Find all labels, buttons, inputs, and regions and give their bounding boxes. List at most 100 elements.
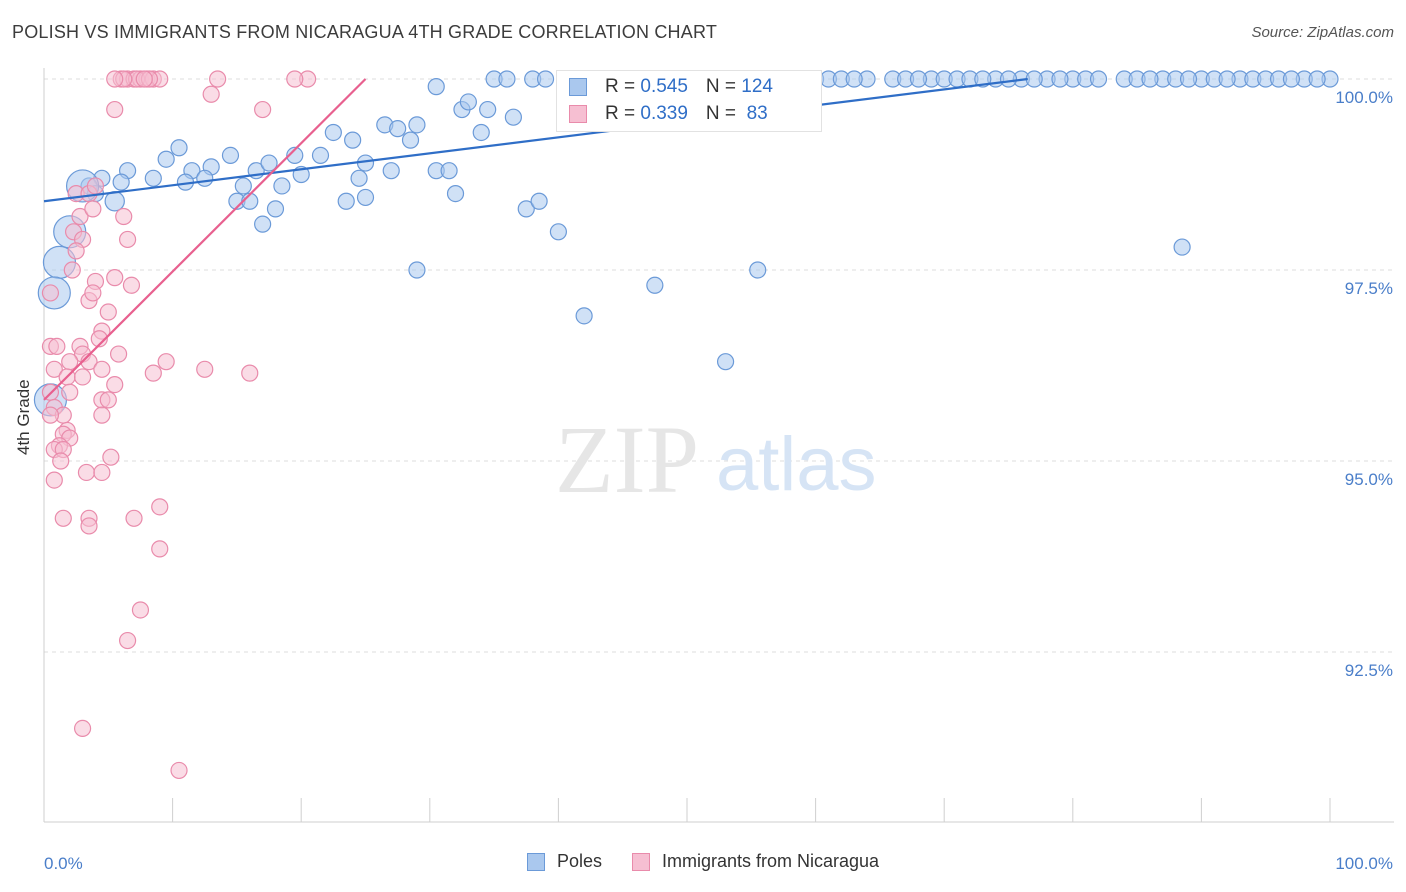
chart-title: POLISH VS IMMIGRANTS FROM NICARAGUA 4TH … xyxy=(12,22,718,42)
nicaragua-point xyxy=(106,269,124,287)
y-tick-label: 100.0% xyxy=(1335,88,1393,107)
nicaragua-point xyxy=(41,284,60,302)
watermark-zip: ZIP xyxy=(555,406,699,513)
poles-point xyxy=(549,223,568,241)
nicaragua-point xyxy=(45,471,63,489)
poles-point xyxy=(221,146,240,164)
poles-point xyxy=(1173,238,1191,256)
nicaragua-legend-swatch xyxy=(631,852,650,871)
poles-point xyxy=(446,185,465,203)
nicaragua-legend-label: Immigrants from Nicaragua xyxy=(661,851,880,871)
poles-legend-label: Poles xyxy=(556,851,602,871)
poles-point xyxy=(260,154,278,172)
nicaragua-point xyxy=(106,376,124,394)
poles-point xyxy=(575,307,593,325)
poles-point xyxy=(234,177,252,195)
nicaragua-point xyxy=(241,364,259,382)
nicaragua-point xyxy=(122,276,141,294)
nicaragua-point xyxy=(80,517,98,535)
poles-point xyxy=(845,70,863,88)
poles-point xyxy=(999,70,1018,88)
nicaragua-point xyxy=(48,337,66,355)
poles-point xyxy=(1141,70,1159,88)
legend-n-value: 124 xyxy=(741,76,773,97)
poles-point xyxy=(350,169,368,187)
nicaragua-point xyxy=(41,406,60,424)
poles-point xyxy=(389,120,407,138)
nicaragua-point xyxy=(73,368,92,386)
poles-point xyxy=(472,123,490,142)
poles-point xyxy=(324,123,342,142)
legend-n-value: 83 xyxy=(741,103,768,124)
poles-point xyxy=(1179,70,1198,88)
nicaragua-point xyxy=(86,177,105,195)
tick-labels: 100.0% 97.5% 95.0% 92.5% 0.0% 100.0% xyxy=(44,88,1393,873)
poles-point xyxy=(273,177,291,195)
nicaragua-point xyxy=(202,85,220,103)
nicaragua-point xyxy=(93,463,111,482)
nicaragua-point xyxy=(118,631,137,650)
poles-point xyxy=(459,93,477,111)
nicaragua-point xyxy=(125,509,143,527)
source-credit: Source: ZipAtlas.com xyxy=(1251,24,1394,41)
nicaragua-point xyxy=(54,509,72,527)
poles-point xyxy=(1051,70,1069,88)
nicaragua-point xyxy=(170,761,188,780)
poles-point xyxy=(427,78,445,96)
nicaragua-point xyxy=(115,207,133,226)
legend-item-poles: Poles xyxy=(526,851,602,872)
poles-point xyxy=(530,192,548,210)
poles-point xyxy=(517,200,535,218)
poles-point xyxy=(479,100,497,119)
poles-point xyxy=(311,146,330,164)
poles-point xyxy=(104,191,125,212)
poles-point xyxy=(909,70,928,88)
poles-swatch xyxy=(569,78,587,96)
poles-point xyxy=(196,169,214,187)
legend-item-nicaragua: Immigrants from Nicaragua xyxy=(631,851,880,872)
nicaragua-point xyxy=(67,242,85,260)
poles-point xyxy=(144,169,162,187)
nicaragua-point xyxy=(131,601,150,619)
nicaragua-point xyxy=(90,330,108,348)
legend-r-value: 0.339 xyxy=(640,103,688,124)
nicaragua-trend-line xyxy=(43,78,367,401)
nicaragua-point xyxy=(77,463,96,482)
y-tick-label: 95.0% xyxy=(1345,470,1393,489)
watermark: ZIP atlas xyxy=(555,406,877,513)
nicaragua-point xyxy=(84,200,102,218)
poles-point xyxy=(408,261,426,279)
stats-legend: R = 0.545 N = 124 R = 0.339 N = 83 xyxy=(556,70,822,132)
poles-point xyxy=(112,173,130,191)
legend-r-label: R = xyxy=(605,76,641,97)
legend-n-label: N = xyxy=(705,76,742,97)
poles-point xyxy=(1282,70,1301,88)
nicaragua-point xyxy=(144,364,162,382)
y-tick-label: 97.5% xyxy=(1345,279,1393,298)
nicaragua-point xyxy=(61,383,79,401)
nicaragua-point xyxy=(157,353,175,371)
poles-point xyxy=(170,139,188,157)
nicaragua-point xyxy=(286,70,304,88)
nicaragua-point xyxy=(196,360,214,378)
nicaragua-point xyxy=(151,540,169,558)
watermark-atlas: atlas xyxy=(716,422,877,507)
nicaragua-point xyxy=(73,719,92,738)
legend-n-label: N = xyxy=(705,103,742,124)
x-tick-label: 100.0% xyxy=(1335,854,1393,873)
nicaragua-point xyxy=(52,452,70,470)
poles-point xyxy=(382,162,400,180)
x-tick-label: 0.0% xyxy=(44,854,83,873)
nicaragua-point xyxy=(118,230,137,249)
series-legend: Poles Immigrants from Nicaragua xyxy=(0,851,1406,872)
nicaragua-point xyxy=(45,360,63,378)
nicaragua-swatch xyxy=(569,105,587,123)
poles-point xyxy=(1089,70,1108,88)
nicaragua-point xyxy=(71,207,89,226)
legend-row-nicaragua: R = 0.339 N = 83 xyxy=(569,101,768,127)
nicaragua-point xyxy=(102,448,120,466)
nicaragua-point xyxy=(106,100,124,119)
nicaragua-point xyxy=(93,360,111,378)
poles-point xyxy=(716,353,735,371)
